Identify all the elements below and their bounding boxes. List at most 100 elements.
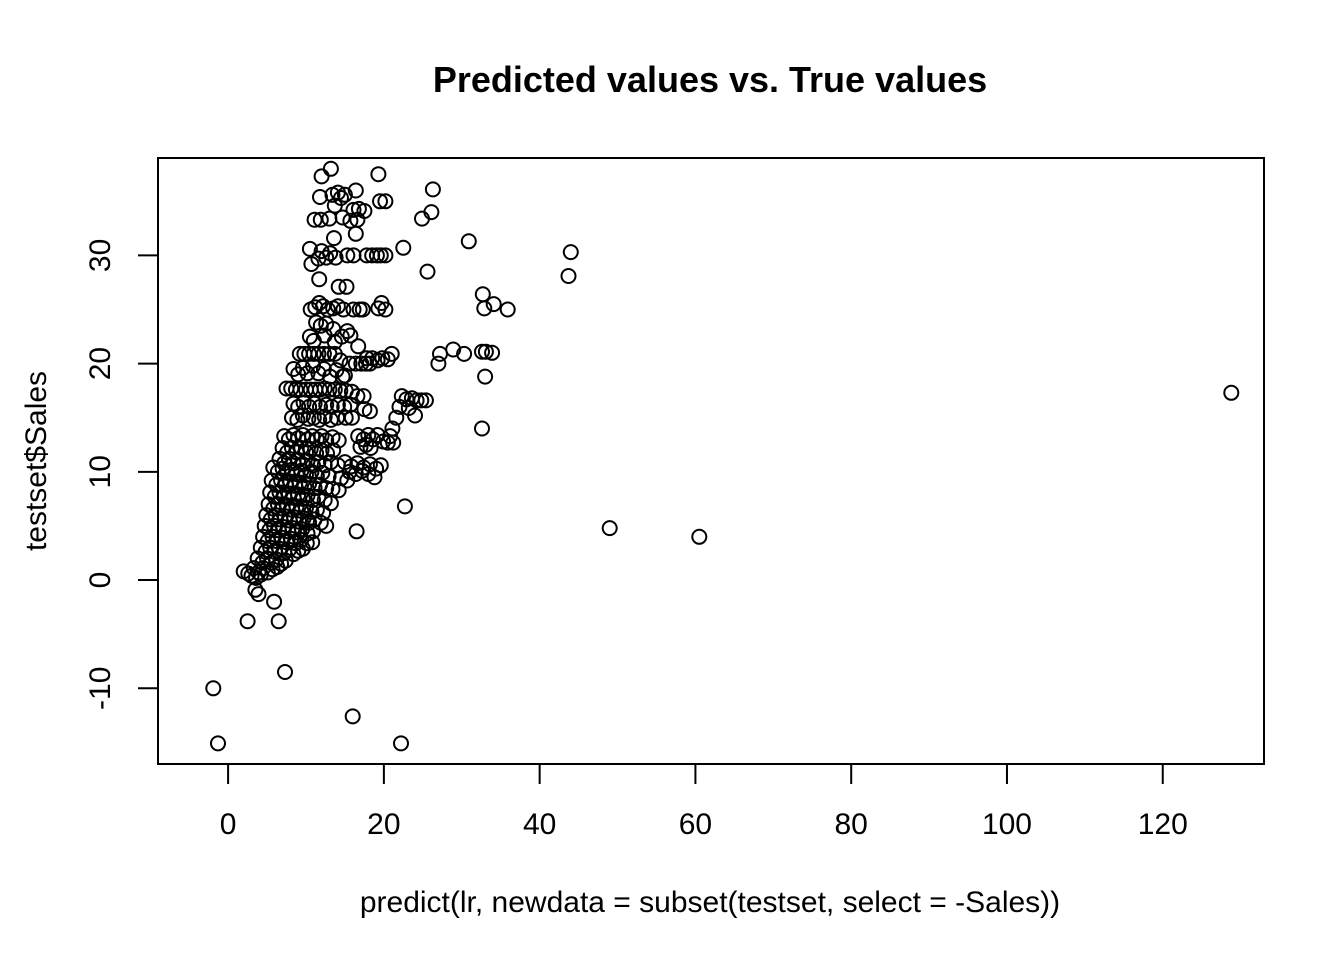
x-tick-label-3: 60	[679, 808, 712, 841]
x-tick-label-1: 20	[367, 808, 400, 841]
data-point-33	[419, 263, 436, 280]
data-points	[205, 160, 1240, 752]
y-axis: -10 0 10 20 30	[84, 239, 159, 710]
data-point-118	[305, 345, 322, 362]
data-point-302	[277, 508, 293, 525]
data-point-77	[338, 278, 355, 295]
data-point-342	[294, 540, 311, 557]
data-point-40	[313, 168, 330, 185]
data-point-15	[691, 528, 708, 545]
data-point-275	[271, 484, 288, 501]
data-point-0	[205, 680, 222, 697]
data-point-103	[350, 338, 367, 355]
data-point-347	[268, 551, 285, 568]
data-point-57	[356, 203, 373, 219]
x-tick-label-0: 0	[220, 808, 237, 841]
data-point-20	[477, 343, 494, 360]
data-point-173	[361, 403, 378, 420]
data-point-109	[379, 351, 396, 368]
data-point-247	[274, 460, 291, 477]
data-point-114	[361, 355, 378, 372]
data-point-220	[325, 442, 342, 459]
data-point-324	[264, 528, 281, 545]
data-point-277	[280, 485, 297, 502]
data-point-18	[477, 368, 494, 385]
data-point-259	[263, 472, 280, 489]
data-point-3	[270, 613, 287, 630]
data-point-177	[300, 410, 317, 427]
data-point-76	[330, 278, 347, 295]
data-point-158	[407, 407, 423, 424]
y-tick-label-4: 30	[84, 239, 117, 272]
y-tick-label-3: 20	[84, 347, 117, 380]
data-point-12	[348, 523, 365, 540]
data-point-27	[476, 300, 493, 317]
data-point-22	[430, 355, 447, 372]
data-point-11	[240, 565, 257, 582]
data-point-123	[332, 352, 349, 369]
data-point-75	[311, 271, 328, 288]
data-point-304	[286, 509, 303, 526]
x-tick-label-6: 120	[1138, 808, 1188, 841]
data-point-244	[366, 469, 383, 486]
data-point-48	[377, 193, 394, 210]
x-axis: 0 20 40 60 80 100 120	[220, 763, 1188, 841]
data-point-328	[283, 530, 300, 547]
data-point-46	[347, 182, 364, 199]
data-point-125	[285, 361, 302, 377]
y-tick-label-0: -10	[84, 667, 117, 710]
data-point-326	[273, 529, 290, 546]
data-point-30	[560, 268, 577, 284]
data-point-16	[1223, 384, 1240, 401]
data-point-288	[269, 496, 286, 513]
data-point-322	[255, 528, 272, 545]
data-point-67	[377, 247, 394, 264]
data-point-65	[368, 247, 385, 264]
data-point-38	[370, 166, 387, 183]
data-point-251	[293, 462, 310, 479]
data-point-85	[307, 299, 324, 316]
data-point-265	[291, 474, 308, 491]
data-point-159	[388, 409, 405, 426]
data-point-23	[432, 345, 448, 362]
data-point-310	[318, 517, 335, 534]
data-point-80	[377, 301, 394, 318]
data-point-93	[342, 327, 359, 344]
data-point-45	[336, 186, 353, 203]
data-point-209	[362, 440, 379, 456]
data-point-187	[385, 434, 402, 451]
data-point-60	[347, 225, 364, 242]
data-point-292	[288, 498, 305, 515]
data-point-160	[391, 398, 408, 415]
data-point-83	[354, 301, 371, 318]
data-point-31	[562, 244, 579, 261]
data-point-261	[273, 472, 290, 489]
data-point-99	[301, 328, 318, 345]
y-axis-label: testset$Sales	[20, 371, 53, 551]
data-point-13	[396, 498, 413, 515]
data-point-263	[282, 473, 299, 490]
data-point-19	[474, 343, 490, 360]
data-point-184	[343, 409, 360, 426]
data-point-5	[277, 664, 293, 680]
data-point-249	[284, 461, 300, 478]
data-point-37	[414, 210, 430, 227]
data-point-357	[248, 569, 265, 586]
data-point-79	[370, 300, 387, 317]
data-point-112	[353, 355, 370, 372]
data-point-206	[375, 433, 392, 450]
x-tick-label-5: 100	[982, 808, 1032, 841]
data-point-1	[210, 735, 226, 752]
data-point-208	[358, 436, 374, 453]
data-point-21	[484, 344, 501, 361]
y-tick-label-1: 0	[84, 572, 117, 589]
data-point-156	[417, 392, 434, 409]
data-point-91	[335, 301, 352, 318]
data-point-120	[315, 345, 332, 362]
data-point-28	[485, 296, 502, 313]
data-point-25	[456, 345, 473, 362]
data-point-24	[445, 341, 462, 358]
data-point-39	[322, 160, 339, 177]
data-point-155	[413, 392, 430, 409]
